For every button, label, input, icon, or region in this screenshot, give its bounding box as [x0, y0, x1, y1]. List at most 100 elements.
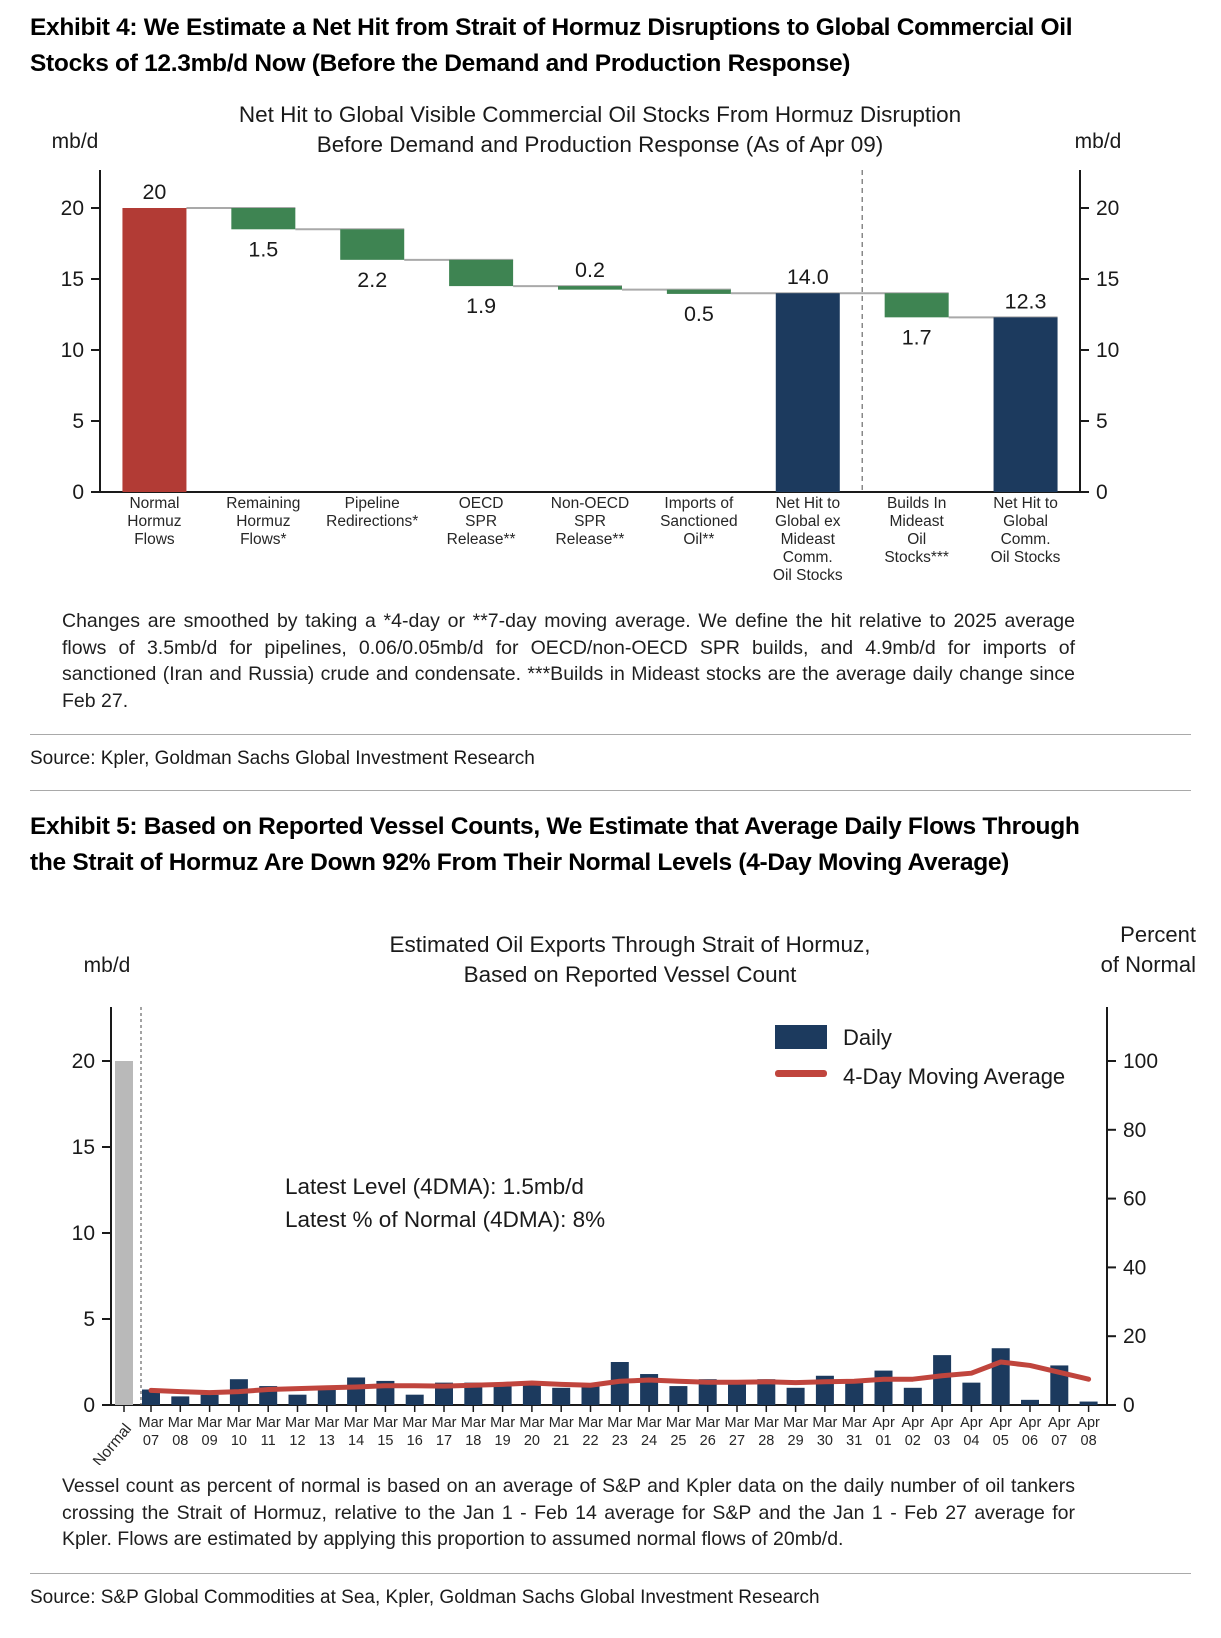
x-category-label: 24 — [641, 1433, 657, 1449]
y-tick-label-right: 5 — [1096, 410, 1108, 433]
y-tick-label-left: 5 — [83, 1308, 95, 1331]
waterfall-bar — [231, 208, 296, 230]
x-category-label: 28 — [758, 1433, 774, 1449]
daily-bar — [142, 1389, 160, 1405]
y-tick-label-right: 100 — [1123, 1050, 1158, 1073]
waterfall-bar — [993, 317, 1058, 492]
x-category-label: 15 — [377, 1433, 393, 1449]
x-category-label: Comm. — [783, 549, 833, 566]
y-tick-label-right: 40 — [1123, 1256, 1146, 1279]
exhibit4-source: Source: Kpler, Goldman Sachs Global Inve… — [30, 748, 535, 769]
y-tick-label-right: 10 — [1096, 339, 1119, 362]
x-category-label: Mideast — [781, 531, 836, 548]
x-category-label: Oil** — [683, 531, 714, 548]
x-category-label: Global ex — [775, 513, 841, 530]
chart-title: Based on Reported Vessel Count — [464, 962, 797, 987]
x-category-label: 16 — [407, 1433, 423, 1449]
x-category-label: 08 — [1081, 1433, 1097, 1449]
waterfall-bar — [449, 259, 514, 287]
x-category-label: 04 — [963, 1433, 979, 1449]
x-category-label: Mar — [490, 1415, 515, 1431]
waterfall-bar — [340, 229, 405, 260]
annotation-line: Latest % of Normal (4DMA): 8% — [285, 1207, 605, 1232]
x-category-label: Apr — [1019, 1415, 1042, 1431]
daily-bar — [874, 1370, 893, 1405]
exhibit4-footnote: Changes are smoothed by taking a *4-day … — [62, 610, 1075, 712]
x-category-label: 03 — [934, 1433, 950, 1449]
x-category-label: Oil — [907, 531, 926, 548]
x-category-label: Apr — [872, 1415, 895, 1431]
x-category-label: 10 — [231, 1433, 247, 1449]
daily-bar — [405, 1394, 424, 1405]
x-category-label: Mar — [285, 1415, 310, 1431]
x-category-label: Mar — [226, 1415, 251, 1431]
x-category-label: Mar — [402, 1415, 427, 1431]
x-category-label: 09 — [202, 1433, 218, 1449]
daily-bar — [698, 1379, 717, 1405]
daily-bar — [728, 1384, 746, 1405]
x-category-label: Mar — [812, 1415, 837, 1431]
x-category-label: Mar — [519, 1415, 544, 1431]
daily-bar — [464, 1382, 483, 1405]
waterfall-bar — [775, 293, 840, 492]
daily-bar — [552, 1387, 571, 1405]
x-category-label: Mar — [666, 1415, 691, 1431]
x-category-label: Mar — [256, 1415, 281, 1431]
legend-daily-swatch — [775, 1025, 827, 1049]
x-category-label: Normal — [90, 1421, 135, 1465]
x-category-label: Apr — [1048, 1415, 1071, 1431]
x-category-label: 05 — [993, 1433, 1009, 1449]
daily-bar — [1079, 1401, 1098, 1405]
divider — [30, 734, 1191, 735]
bar-value-label: 14.0 — [787, 265, 829, 289]
waterfall-bar — [122, 208, 187, 492]
x-category-label: 14 — [348, 1433, 364, 1449]
bar-value-label: 0.5 — [684, 302, 714, 326]
x-category-label: 31 — [846, 1433, 862, 1449]
daily-bar — [757, 1379, 776, 1405]
chart-title: Net Hit to Global Visible Commercial Oil… — [239, 102, 961, 127]
x-category-label: Global — [1003, 513, 1048, 530]
daily-bar — [347, 1377, 366, 1405]
x-category-label: 22 — [582, 1433, 598, 1449]
x-category-label: 01 — [875, 1433, 891, 1449]
exhibit5-title: Exhibit 5: Based on Reported Vessel Coun… — [30, 813, 1080, 876]
x-category-label: 18 — [465, 1433, 481, 1449]
waterfall-bar — [884, 293, 949, 318]
x-category-label: 07 — [1051, 1433, 1067, 1449]
legend-daily-label: Daily — [843, 1025, 892, 1050]
x-category-label: Oil Stocks — [991, 549, 1061, 566]
y-tick-label-right: 80 — [1123, 1119, 1146, 1142]
moving-average-line — [148, 1359, 1092, 1396]
x-category-label: Mar — [139, 1415, 164, 1431]
x-category-label: Builds In — [887, 495, 946, 512]
daily-bar — [845, 1382, 864, 1405]
x-category-label: Mar — [197, 1415, 222, 1431]
divider — [30, 790, 1191, 791]
x-category-label: 25 — [670, 1433, 686, 1449]
x-category-label: 07 — [143, 1433, 159, 1449]
x-category-label: Mar — [783, 1415, 808, 1431]
x-category-label: SPR — [465, 513, 497, 530]
axis-unit-left: mb/d — [52, 130, 99, 153]
daily-bar — [786, 1387, 805, 1405]
exhibit5-footnote: Vessel count as percent of normal is bas… — [62, 1475, 1075, 1550]
exhibit4-title: Exhibit 4: We Estimate a Net Hit from St… — [30, 14, 1073, 77]
x-category-label: 19 — [495, 1433, 511, 1449]
daily-bar — [1021, 1399, 1039, 1405]
x-category-label: 02 — [905, 1433, 921, 1449]
daily-bar — [522, 1384, 541, 1405]
legend-ma-swatch — [775, 1070, 827, 1077]
x-category-label: 17 — [436, 1433, 452, 1449]
y-tick-label-right: 15 — [1096, 268, 1119, 291]
x-category-label: 06 — [1022, 1433, 1038, 1449]
y-tick-label-left: 15 — [61, 268, 84, 291]
axis-unit-left: mb/d — [84, 954, 131, 977]
x-category-label: Imports of — [664, 495, 734, 512]
y-tick-label-right: 60 — [1123, 1188, 1146, 1211]
daily-bar — [903, 1387, 922, 1405]
x-category-label: Non-OECD — [551, 495, 629, 512]
x-category-label: 11 — [261, 1433, 276, 1449]
chart-title: Estimated Oil Exports Through Strait of … — [389, 932, 870, 957]
